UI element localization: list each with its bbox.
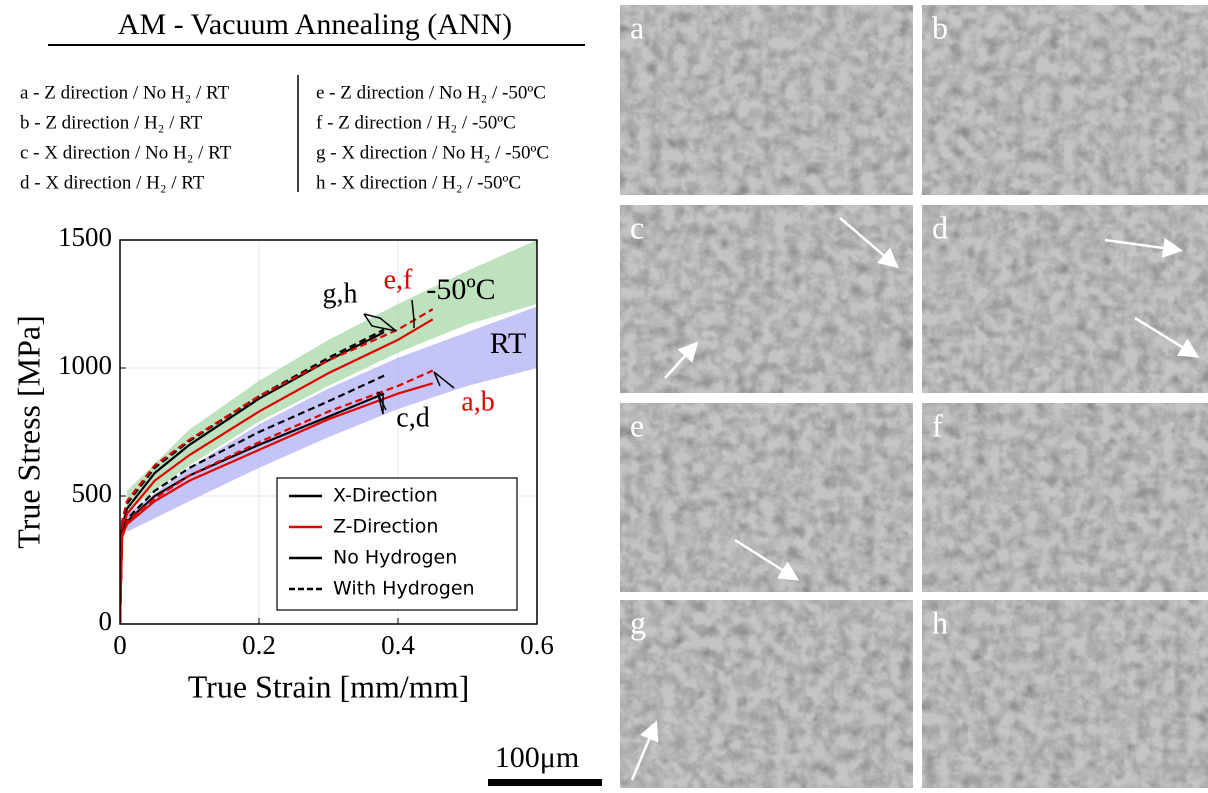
condition: h - X direction / H₂ / -50ºC bbox=[316, 172, 521, 193]
leader bbox=[376, 391, 384, 414]
panel-label: h bbox=[932, 604, 948, 640]
condition: d - X direction / H₂ / RT bbox=[20, 172, 205, 193]
annotation: g,h bbox=[323, 278, 358, 309]
panel-label: b bbox=[932, 9, 948, 45]
panel-label: f bbox=[932, 407, 943, 443]
panel-label: d bbox=[932, 209, 948, 245]
sem-image bbox=[620, 205, 913, 393]
y-tick-label: 0 bbox=[99, 606, 113, 636]
annotation: a,b bbox=[461, 386, 494, 417]
annotation: -50ºC bbox=[426, 273, 495, 306]
sem-image bbox=[620, 403, 913, 592]
sem-image bbox=[922, 600, 1208, 788]
annotation: RT bbox=[490, 327, 527, 360]
band bbox=[126, 240, 537, 512]
condition: a - Z direction / No H₂ / RT bbox=[20, 82, 230, 103]
x-tick-label: 0.2 bbox=[242, 630, 276, 660]
condition: e - Z direction / No H₂ / -50ºC bbox=[316, 82, 546, 103]
sem-image bbox=[922, 5, 1208, 195]
panel-label: g bbox=[630, 604, 646, 640]
legend-label: Z-Direction bbox=[333, 516, 438, 538]
leader bbox=[433, 371, 455, 389]
sem-image bbox=[620, 600, 913, 788]
panel-label: a bbox=[630, 9, 644, 45]
sem-image bbox=[620, 5, 913, 195]
scale-bar bbox=[488, 779, 602, 786]
x-tick-label: 0.4 bbox=[381, 630, 415, 660]
y-tick-label: 1000 bbox=[58, 350, 112, 380]
annotation: e,f bbox=[384, 264, 413, 295]
sem-image bbox=[922, 205, 1208, 393]
leader bbox=[363, 313, 397, 332]
arrow bbox=[1104, 238, 1183, 258]
legend-label: X-Direction bbox=[333, 485, 438, 507]
condition: b - Z direction / H₂ / RT bbox=[20, 112, 203, 133]
title: AM - Vacuum Annealing (ANN) bbox=[118, 8, 512, 41]
x-tick-label: 0.6 bbox=[520, 630, 554, 660]
condition: c - X direction / No H₂ / RT bbox=[20, 142, 232, 163]
x-tick-label: 0 bbox=[113, 630, 127, 660]
leader bbox=[363, 313, 397, 332]
y-axis-label: True Stress [MPa] bbox=[10, 315, 46, 549]
line bbox=[120, 369, 434, 624]
leader bbox=[411, 299, 415, 328]
arrow bbox=[664, 341, 699, 379]
chart: 0 0.2 0.4 0.6 0 500 1000 1500 True Strain [mm/mm… bbox=[10, 222, 554, 704]
x-axis-label: True Strain [mm/mm] bbox=[188, 668, 469, 704]
y-tick-label: 500 bbox=[72, 478, 113, 508]
sem-panels: a b c d e f g h bbox=[620, 5, 1208, 788]
legend-label: With Hydrogen bbox=[333, 578, 475, 600]
line bbox=[120, 318, 434, 624]
plot-frame bbox=[119, 239, 538, 625]
condition: g - X direction / No H₂ / -50ºC bbox=[316, 142, 549, 163]
arrow bbox=[1134, 316, 1200, 358]
band bbox=[126, 306, 537, 532]
annotation: c,d bbox=[396, 402, 429, 433]
arrow bbox=[839, 217, 899, 269]
y-tick-label: 1500 bbox=[58, 222, 112, 252]
legend-label: No Hydrogen bbox=[333, 547, 457, 569]
panel-label: c bbox=[630, 209, 644, 245]
line bbox=[120, 308, 434, 624]
condition: f - Z direction / H₂ / -50ºC bbox=[316, 112, 516, 133]
scale-bar-label: 100μm bbox=[495, 741, 579, 774]
panel-label: e bbox=[630, 407, 644, 443]
plot-clip bbox=[120, 240, 537, 624]
legend: X-Direction Z-Direction No Hydrogen With Hy… bbox=[276, 477, 518, 611]
sem-image bbox=[922, 403, 1208, 592]
arrow bbox=[734, 538, 800, 581]
arrow bbox=[630, 720, 659, 781]
